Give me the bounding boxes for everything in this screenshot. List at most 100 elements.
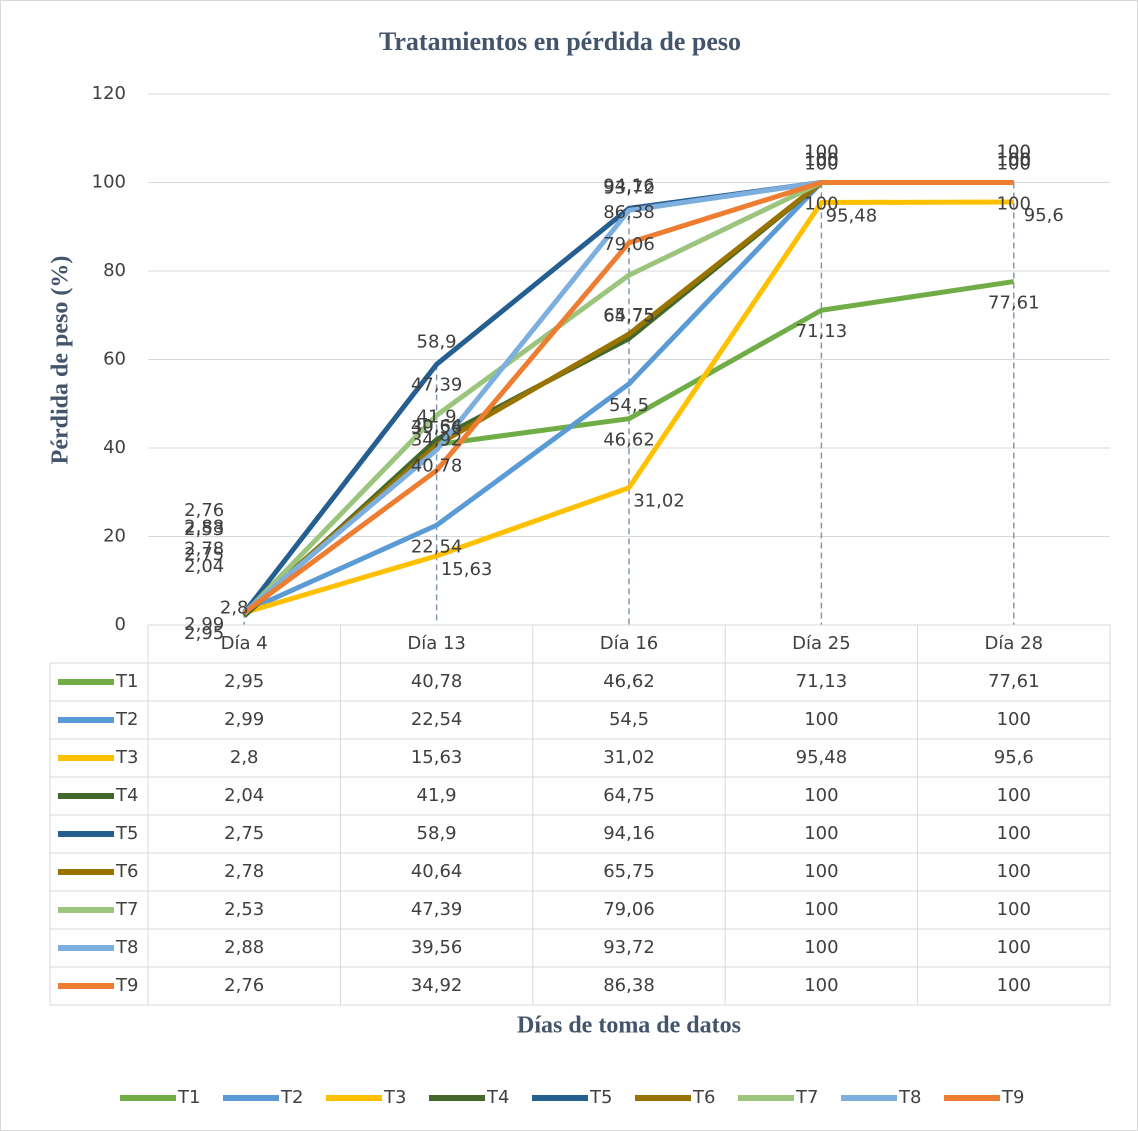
legend-label: T3 — [383, 1087, 406, 1108]
table-cell: 39,56 — [411, 937, 463, 958]
data-label: 39,56 — [411, 417, 463, 438]
y-tick-label: 60 — [103, 349, 126, 370]
x-tick-label: Día 25 — [792, 633, 851, 654]
chart-title: Tratamientos en pérdida de peso — [379, 27, 741, 56]
data-label: 31,02 — [633, 491, 685, 512]
table-cell: 2,99 — [224, 709, 264, 730]
table-cell: 100 — [804, 709, 838, 730]
table-cell: 95,48 — [796, 747, 848, 768]
data-label: 34,92 — [411, 429, 463, 450]
table-cell: 100 — [804, 823, 838, 844]
data-label: 22,54 — [411, 536, 463, 557]
table-cell: 65,75 — [603, 861, 655, 882]
data-label: 100 — [997, 150, 1031, 171]
legend-label: T4 — [486, 1087, 509, 1108]
data-label: 100 — [997, 142, 1031, 163]
y-axis-title: Pérdida de peso (%) — [48, 256, 74, 465]
data-label: 46,62 — [603, 430, 655, 451]
data-label: 79,06 — [603, 234, 655, 255]
table-cell: 41,9 — [417, 785, 457, 806]
data-label: 95,48 — [826, 206, 878, 227]
x-tick-label: Día 13 — [407, 633, 466, 654]
data-label: 15,63 — [441, 559, 493, 580]
series-line — [242, 180, 1014, 615]
data-label: 100 — [997, 194, 1031, 215]
table-cell: 95,6 — [994, 747, 1034, 768]
data-label: 100 — [997, 154, 1031, 175]
legend-label: T5 — [589, 1087, 612, 1108]
table-cell: 100 — [997, 823, 1031, 844]
x-axis-title: Días de toma de datos — [517, 1013, 741, 1039]
data-label: 100 — [804, 142, 838, 163]
y-tick-label: 0 — [115, 614, 126, 635]
table-cell: 100 — [804, 785, 838, 806]
table-cell: 40,64 — [411, 861, 463, 882]
table-cell: 100 — [997, 975, 1031, 996]
table-cell: 100 — [997, 709, 1031, 730]
table-cell: 71,13 — [796, 671, 848, 692]
table-row-label: T9 — [115, 975, 138, 996]
legend-label: T1 — [177, 1087, 200, 1108]
data-label: 100 — [997, 142, 1031, 163]
table-cell: 31,02 — [603, 747, 655, 768]
data-label: 94,16 — [603, 175, 655, 196]
legend-label: T9 — [1001, 1087, 1024, 1108]
table-row-label: T3 — [115, 747, 138, 768]
table-cell: 2,88 — [224, 937, 264, 958]
table-row-label: T2 — [115, 709, 138, 730]
table-cell: 93,72 — [603, 937, 655, 958]
table-row-label: T1 — [115, 671, 138, 692]
data-label: 77,61 — [988, 293, 1040, 314]
table-cell: 2,53 — [224, 899, 264, 920]
legend-label: T2 — [280, 1087, 303, 1108]
data-label: 58,9 — [417, 331, 457, 352]
table-row-label: T4 — [115, 785, 138, 806]
table-row-label: T5 — [115, 823, 138, 844]
data-label: 100 — [804, 142, 838, 163]
data-label: 2,8 — [220, 598, 249, 619]
legend-label: T8 — [898, 1087, 921, 1108]
x-tick-label: Día 16 — [600, 633, 659, 654]
data-label: 100 — [804, 154, 838, 175]
table-cell: 79,06 — [603, 899, 655, 920]
data-label: 41,9 — [417, 407, 457, 428]
y-tick-label: 100 — [92, 172, 126, 193]
table-cell: 54,5 — [609, 709, 649, 730]
data-label: 100 — [997, 150, 1031, 171]
table-cell: 77,61 — [988, 671, 1040, 692]
data-label: 2,76 — [184, 500, 224, 521]
data-label: 71,13 — [796, 321, 848, 342]
data-label: 100 — [804, 194, 838, 215]
table-cell: 2,04 — [224, 785, 264, 806]
table-cell: 40,78 — [411, 671, 463, 692]
table-cell: 100 — [804, 937, 838, 958]
table-cell: 100 — [804, 899, 838, 920]
data-label: 2,95 — [184, 623, 224, 644]
data-label: 86,38 — [603, 202, 655, 223]
series-line — [243, 199, 1014, 616]
data-label: 100 — [804, 150, 838, 171]
table-cell: 22,54 — [411, 709, 463, 730]
x-tick-label: Día 4 — [221, 633, 268, 654]
data-label: 100 — [804, 150, 838, 171]
data-label: 64,75 — [603, 305, 655, 326]
table-row-label: T8 — [115, 937, 138, 958]
data-label: 2,78 — [184, 539, 224, 560]
table-cell: 100 — [804, 975, 838, 996]
data-label: 100 — [804, 150, 838, 171]
y-tick-label: 40 — [103, 437, 126, 458]
legend-label: T6 — [692, 1087, 715, 1108]
table-cell: 2,76 — [224, 975, 264, 996]
table-cell: 2,95 — [224, 671, 264, 692]
table-cell: 100 — [804, 861, 838, 882]
table-cell: 58,9 — [417, 823, 457, 844]
table-cell: 86,38 — [603, 975, 655, 996]
data-label: 40,78 — [411, 456, 463, 477]
table-cell: 46,62 — [603, 671, 655, 692]
table-cell: 2,75 — [224, 823, 264, 844]
table-cell: 100 — [997, 785, 1031, 806]
table-cell: 15,63 — [411, 747, 463, 768]
table-cell: 2,78 — [224, 861, 264, 882]
y-tick-label: 20 — [103, 526, 126, 547]
